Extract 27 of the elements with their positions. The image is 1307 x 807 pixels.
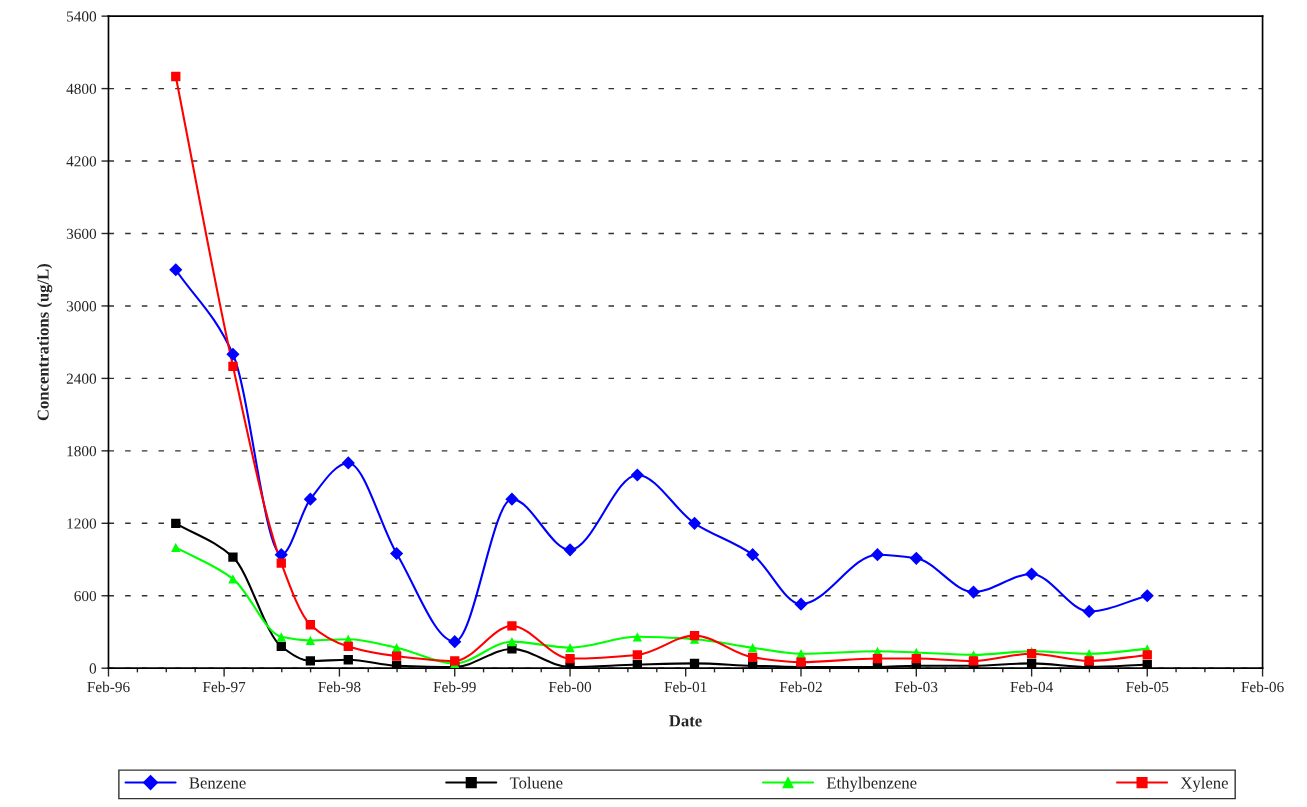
y-axis-title: Concentrations (ug/L) bbox=[36, 263, 53, 421]
x-tick-label: Feb-97 bbox=[202, 681, 246, 693]
y-tick-label: 0 bbox=[89, 663, 97, 674]
x-tick-label: Feb-01 bbox=[664, 681, 707, 693]
y-tick-label: 1200 bbox=[67, 518, 97, 529]
y-tick-label: 3600 bbox=[66, 228, 97, 239]
x-tick-label: Feb-02 bbox=[779, 681, 822, 693]
x-axis-title: Date bbox=[669, 715, 702, 727]
y-tick-label: 2400 bbox=[66, 373, 97, 384]
x-tick-label: Feb-04 bbox=[1010, 681, 1054, 693]
legend-label: Toluene bbox=[509, 776, 563, 789]
y-tick-label: 600 bbox=[74, 590, 97, 602]
legend-label: Benzene bbox=[189, 777, 246, 789]
x-tick-label: Feb-05 bbox=[1126, 681, 1169, 693]
x-tick-label: Feb-00 bbox=[548, 681, 592, 693]
legend-label: Ethylbenzene bbox=[826, 776, 917, 792]
y-tick-label: 4200 bbox=[66, 156, 97, 167]
y-tick-label: 1800 bbox=[67, 445, 97, 457]
x-tick-label: Feb-96 bbox=[87, 681, 130, 693]
x-tick-label: Feb-98 bbox=[318, 681, 361, 693]
x-tick-label: Feb-06 bbox=[1241, 681, 1284, 693]
y-tick-label: 5400 bbox=[67, 11, 97, 22]
y-tick-label: 4800 bbox=[66, 83, 97, 95]
y-tick-label: 3000 bbox=[66, 301, 97, 312]
x-tick-label: Feb-99 bbox=[433, 681, 476, 693]
x-tick-label: Feb-03 bbox=[895, 681, 938, 693]
legend-label: Xylene bbox=[1180, 776, 1228, 792]
